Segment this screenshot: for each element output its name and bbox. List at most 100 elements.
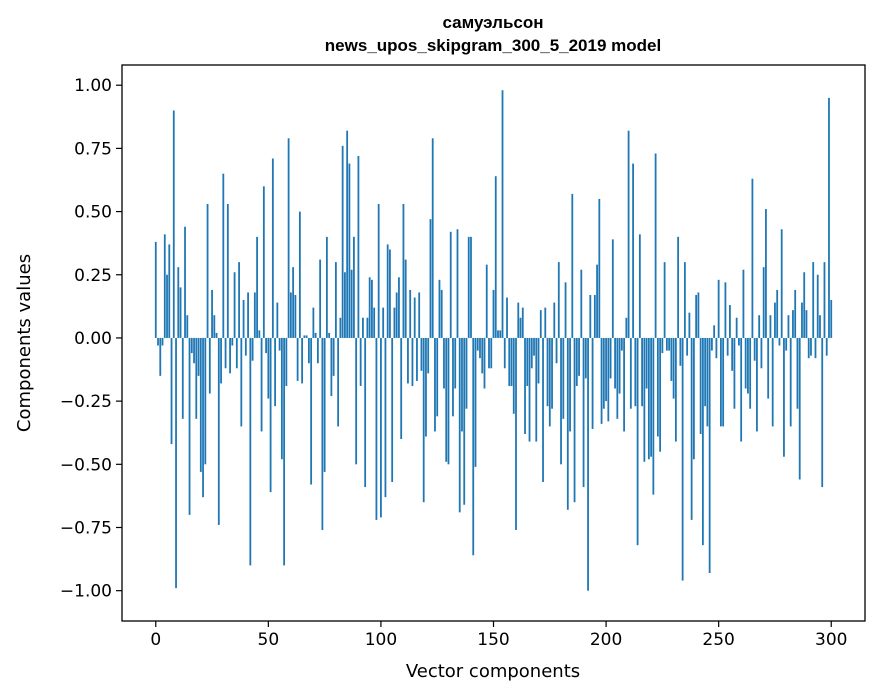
bar: [670, 337, 673, 381]
bar: [578, 337, 580, 376]
bar: [733, 337, 736, 409]
bar: [334, 262, 337, 338]
bar: [789, 337, 792, 427]
bar: [418, 292, 421, 338]
bar: [771, 337, 774, 427]
bar: [170, 337, 173, 445]
bar: [515, 337, 517, 531]
bar: [177, 267, 180, 338]
bar: [756, 337, 758, 432]
bar: [213, 315, 216, 338]
bar: [382, 307, 385, 338]
bar: [625, 317, 628, 338]
bar: [643, 337, 646, 462]
bar: [600, 337, 603, 424]
y-tick-label: −0.75: [60, 518, 112, 538]
bar: [190, 337, 193, 354]
bar: [380, 337, 382, 518]
y-axis-ticks: 1.00 0.75 0.50 0.25 0.00 −0.25 −0.50 −0.75 −1.00: [60, 76, 122, 602]
bar: [292, 267, 295, 338]
bar: [283, 337, 286, 566]
bar: [420, 337, 423, 371]
bar: [638, 234, 641, 338]
bar: [265, 337, 267, 354]
bar: [427, 337, 430, 374]
bar: [384, 337, 387, 498]
bar: [589, 294, 592, 338]
bar: [706, 337, 709, 427]
bar: [479, 337, 481, 359]
bar: [289, 292, 292, 338]
bar: [629, 337, 632, 409]
bar: [222, 173, 225, 338]
bar: [161, 337, 164, 346]
bar: [195, 337, 198, 419]
bar: [762, 267, 765, 338]
bar: [692, 337, 695, 460]
bar: [650, 337, 653, 457]
bar: [645, 337, 648, 389]
bar: [711, 337, 713, 351]
bar: [526, 337, 529, 386]
bar: [681, 337, 684, 581]
x-tick-label: 100: [365, 630, 397, 650]
y-tick-label: 0.50: [74, 203, 112, 223]
bar: [647, 337, 650, 460]
bar: [551, 337, 553, 409]
bar: [528, 337, 531, 442]
bar: [765, 209, 767, 338]
bar: [456, 229, 459, 338]
bar: [816, 274, 819, 338]
bar: [238, 262, 240, 338]
bar: [332, 337, 335, 376]
bar: [564, 282, 567, 338]
bar: [366, 317, 369, 338]
bar: [695, 294, 698, 338]
bar: [544, 307, 547, 338]
bar: [197, 337, 200, 376]
bar: [668, 337, 671, 351]
bar: [204, 337, 207, 465]
bar: [339, 317, 342, 338]
bar: [303, 335, 306, 338]
bar: [607, 337, 610, 422]
bar: [726, 337, 729, 356]
bar: [634, 337, 637, 407]
bar: [454, 337, 457, 389]
bar: [555, 337, 558, 364]
bar: [819, 315, 821, 338]
bar: [571, 193, 574, 338]
bar: [753, 337, 756, 361]
plot-area-frame: [121, 64, 866, 622]
bar: [747, 337, 749, 394]
bar: [330, 337, 333, 397]
bar: [168, 244, 171, 338]
bar: [445, 337, 448, 462]
bar: [488, 337, 490, 369]
bar: [348, 163, 351, 338]
bar: [584, 337, 587, 379]
bar: [181, 337, 184, 419]
bar: [641, 337, 643, 407]
bar: [247, 292, 249, 338]
y-tick-label: 0.75: [74, 139, 112, 159]
bar: [632, 163, 634, 338]
bar: [357, 155, 360, 338]
bar: [253, 292, 256, 338]
bar: [573, 337, 576, 503]
bar: [362, 317, 364, 338]
bar: [661, 337, 664, 354]
bar: [260, 337, 263, 432]
bar: [830, 300, 833, 338]
bar: [729, 305, 731, 338]
bar: [760, 337, 763, 369]
bar: [569, 337, 571, 432]
bar: [575, 337, 578, 386]
bar: [217, 337, 220, 525]
bar: [688, 312, 691, 338]
bar: [749, 337, 752, 409]
bar: [715, 337, 718, 359]
bar: [476, 337, 479, 351]
bar: [636, 337, 639, 546]
bar: [452, 337, 454, 417]
